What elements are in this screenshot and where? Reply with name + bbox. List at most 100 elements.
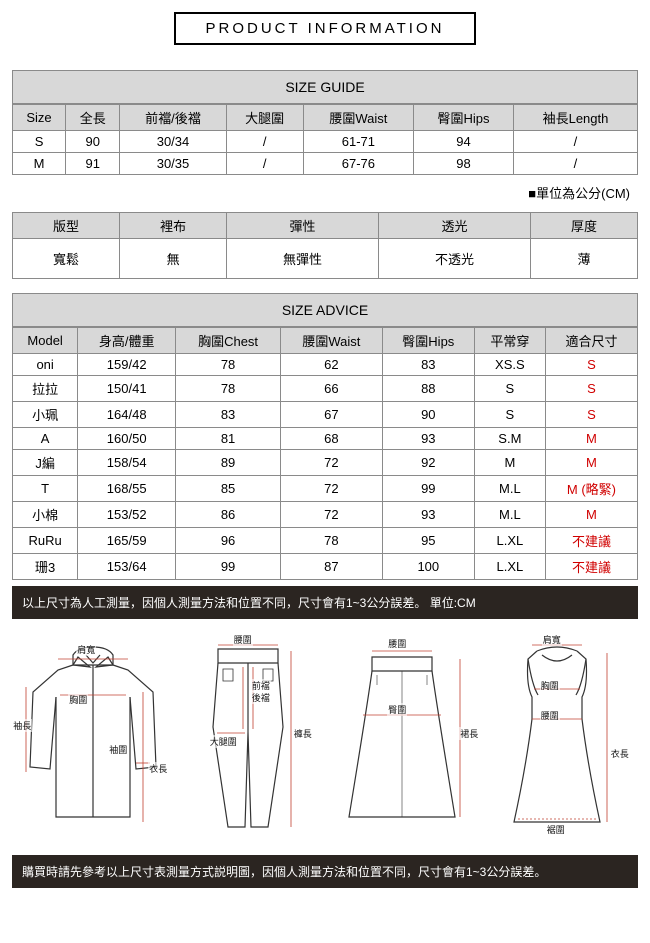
- cell: 95: [382, 528, 474, 554]
- measurement-note-bottom: 購買時請先參考以上尺寸表測量方式説明圖，因個人測量方法和位置不同，尺寸會有1~3…: [12, 855, 638, 888]
- cell: 66: [281, 376, 383, 402]
- size-advice-col: 身高/體重: [78, 328, 176, 354]
- cell: 61-71: [303, 131, 413, 153]
- table-row: A160/50816893S.MM: [13, 428, 638, 450]
- cell: /: [513, 131, 637, 153]
- label-dress-length: 衣長: [610, 747, 630, 760]
- table-row: RuRu165/59967895L.XL不建議: [13, 528, 638, 554]
- fit-cell: M: [545, 428, 637, 450]
- cell: 72: [281, 502, 383, 528]
- size-guide-col: 全長: [66, 105, 120, 131]
- label-pants-waist: 腰圍: [233, 633, 253, 646]
- cell: 96: [176, 528, 281, 554]
- attr-val: 不透光: [379, 239, 531, 279]
- table-row: oni159/42786283XS.SS: [13, 354, 638, 376]
- size-advice-col: 胸圍Chest: [176, 328, 281, 354]
- cell: /: [226, 153, 303, 175]
- cell: 99: [382, 476, 474, 502]
- cell: 78: [176, 354, 281, 376]
- label-skirt-waist: 腰圍: [387, 637, 407, 650]
- label-length: 衣長: [148, 762, 168, 775]
- cell: 30/35: [120, 153, 226, 175]
- cell: 62: [281, 354, 383, 376]
- fit-cell: 不建議: [545, 554, 637, 580]
- size-guide-col: 腰圍Waist: [303, 105, 413, 131]
- cell: 158/54: [78, 450, 176, 476]
- attr-val: 薄: [530, 239, 637, 279]
- cell: 30/34: [120, 131, 226, 153]
- cell: 珊3: [13, 554, 78, 580]
- cell: 72: [281, 450, 383, 476]
- size-advice-col: 平常穿: [474, 328, 545, 354]
- size-guide-col: 大腿圍: [226, 105, 303, 131]
- attr-val: 無: [120, 239, 227, 279]
- unit-note: ■單位為公分(CM): [12, 179, 638, 212]
- dress-diagram: 肩寬 胸圍 腰圍 衣長 裾圍: [482, 637, 632, 837]
- attr-col: 彈性: [227, 213, 379, 239]
- cell: /: [513, 153, 637, 175]
- cell: 86: [176, 502, 281, 528]
- attr-val: 無彈性: [227, 239, 379, 279]
- cell: 90: [382, 402, 474, 428]
- size-advice-col: 腰圍Waist: [281, 328, 383, 354]
- size-guide-col: 前襠/後襠: [120, 105, 226, 131]
- fit-cell: S: [545, 402, 637, 428]
- cell: 小珮: [13, 402, 78, 428]
- label-back-rise: 後襠: [251, 691, 271, 704]
- cell: A: [13, 428, 78, 450]
- table-row: T168/55857299M.LM (略緊): [13, 476, 638, 502]
- cell: 88: [382, 376, 474, 402]
- cell: M.L: [474, 502, 545, 528]
- cell: RuRu: [13, 528, 78, 554]
- cell: M: [474, 450, 545, 476]
- table-row: 小珮164/48836790SS: [13, 402, 638, 428]
- cell: S: [474, 402, 545, 428]
- cell: 159/42: [78, 354, 176, 376]
- cell: XS.S: [474, 354, 545, 376]
- label-shoulder: 肩寬: [76, 643, 96, 656]
- cell: 90: [66, 131, 120, 153]
- cell: 83: [176, 402, 281, 428]
- table-row: S9030/34/61-7194/: [13, 131, 638, 153]
- cell: oni: [13, 354, 78, 376]
- skirt-diagram: 腰圍 臀圍 裙長: [327, 637, 477, 837]
- cell: /: [226, 131, 303, 153]
- cell: 89: [176, 450, 281, 476]
- cell: 93: [382, 428, 474, 450]
- cell: S: [474, 376, 545, 402]
- cell: 153/52: [78, 502, 176, 528]
- label-skirt-hip: 臀圍: [387, 703, 407, 716]
- table-row: 小棉153/52867293M.LM: [13, 502, 638, 528]
- cell: 98: [414, 153, 514, 175]
- cell: 78: [176, 376, 281, 402]
- cell: 100: [382, 554, 474, 580]
- cell: 72: [281, 476, 383, 502]
- label-dress-chest: 胸圍: [540, 679, 560, 692]
- attr-val: 寬鬆: [13, 239, 120, 279]
- cell: S.M: [474, 428, 545, 450]
- size-guide-table: Size全長前襠/後襠大腿圍腰圍Waist臀圍Hips袖長Length S903…: [12, 104, 638, 175]
- size-guide-heading: SIZE GUIDE: [12, 70, 638, 104]
- cell: J編: [13, 450, 78, 476]
- cell: L.XL: [474, 554, 545, 580]
- size-advice-heading: SIZE ADVICE: [12, 293, 638, 327]
- cell: 81: [176, 428, 281, 450]
- measurement-note-top: 以上尺寸為人工測量，因個人測量方法和位置不同，尺寸會有1~3公分誤差。 單位:C…: [12, 586, 638, 619]
- label-skirt-length: 裙長: [459, 727, 479, 740]
- cell: 92: [382, 450, 474, 476]
- cell: 153/64: [78, 554, 176, 580]
- cell: T: [13, 476, 78, 502]
- cell: M: [13, 153, 66, 175]
- attr-col: 透光: [379, 213, 531, 239]
- cell: 99: [176, 554, 281, 580]
- size-guide-col: 袖長Length: [513, 105, 637, 131]
- cell: 85: [176, 476, 281, 502]
- cell: 160/50: [78, 428, 176, 450]
- fit-cell: M: [545, 502, 637, 528]
- size-advice-table: Model身高/體重胸圍Chest腰圍Waist臀圍Hips平常穿適合尺寸 on…: [12, 327, 638, 580]
- table-row: 珊3153/649987100L.XL不建議: [13, 554, 638, 580]
- cell: 150/41: [78, 376, 176, 402]
- table-row: 拉拉150/41786688SS: [13, 376, 638, 402]
- table-row: J編158/54897292MM: [13, 450, 638, 476]
- shirt-diagram: 肩寬 胸圍 袖長 袖圍 衣長: [18, 637, 168, 837]
